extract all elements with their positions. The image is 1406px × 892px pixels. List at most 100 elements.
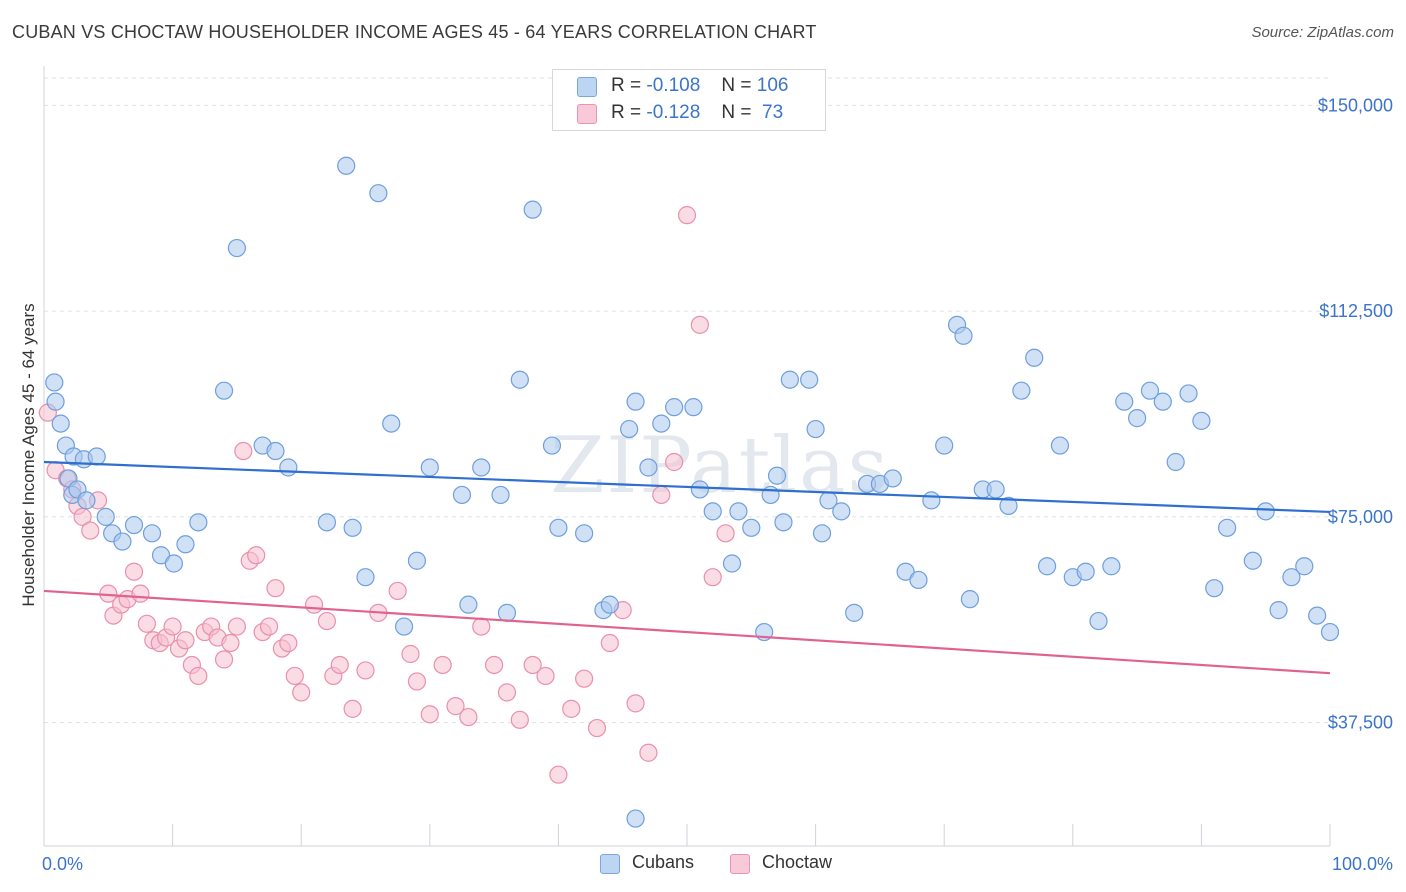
- choctaw-point: [536, 666, 555, 686]
- choctaw-point: [292, 683, 311, 702]
- cuban-point: [142, 524, 162, 543]
- cuban-point: [1269, 601, 1288, 620]
- cuban-point: [1243, 551, 1262, 570]
- cuban-point: [1295, 557, 1314, 576]
- cuban-point: [452, 485, 472, 505]
- choctaw-point: [221, 633, 240, 653]
- choctaw-point: [485, 655, 504, 675]
- legend-row-choctaw: R = -0.128 N = 73: [577, 102, 783, 126]
- choctaw-swatch: [730, 854, 750, 874]
- cuban-point: [523, 200, 542, 219]
- cuban-point: [729, 502, 748, 521]
- cuban-point: [394, 617, 414, 636]
- source-label: Source: ZipAtlas.com: [1251, 24, 1394, 41]
- cuban-point: [1089, 611, 1108, 631]
- cuban-point: [317, 513, 337, 532]
- cuban-point: [1050, 436, 1070, 455]
- cuban-point: [1218, 518, 1237, 537]
- y-tick-label: $37,500: [1328, 713, 1393, 733]
- cuban-point: [343, 518, 362, 537]
- cuban-point: [1192, 411, 1211, 430]
- cuban-point: [999, 496, 1018, 515]
- watermark: ZIPatlas: [550, 421, 889, 511]
- cuban-point: [690, 480, 709, 499]
- choctaw-point: [626, 694, 645, 713]
- cuban-point: [459, 595, 478, 614]
- choctaw-point: [459, 707, 478, 727]
- choctaw-point: [562, 699, 581, 718]
- cuban-point: [845, 603, 864, 622]
- cuban-point: [189, 513, 208, 532]
- cuban-point: [549, 518, 568, 537]
- trend-lines: [43, 460, 1331, 675]
- cuban-point: [1012, 381, 1031, 400]
- cuban-point: [1320, 622, 1340, 642]
- axis-labels: $37,500 $75,000 $112,500 $150,000 0.0% 100.0%…: [19, 95, 1393, 874]
- choctaw-point: [137, 614, 156, 633]
- cuban-point: [1025, 348, 1044, 367]
- cuban-point: [1115, 392, 1134, 411]
- legend-r-value: -0.128: [646, 102, 701, 123]
- choctaw-point: [259, 617, 279, 636]
- cuban-point: [1153, 392, 1172, 411]
- cuban-point: [1076, 562, 1095, 581]
- cuban-point: [279, 458, 298, 477]
- choctaw-point: [677, 206, 697, 225]
- cuban-point: [491, 485, 510, 505]
- legend-n-label: N =: [721, 75, 752, 96]
- choctaw-point: [356, 661, 375, 680]
- y-tick-label: $75,000: [1328, 507, 1393, 527]
- choctaw-point: [285, 666, 304, 686]
- cuban-point: [626, 392, 645, 411]
- cuban-point: [1166, 452, 1185, 472]
- cubans-label: Cubans: [632, 852, 695, 872]
- cuban-point: [954, 326, 973, 345]
- cuban-point: [832, 502, 851, 521]
- cuban-point: [227, 238, 246, 258]
- choctaw-point: [433, 655, 452, 675]
- choctaw-trend-line: [43, 589, 1331, 675]
- choctaw-point: [446, 697, 465, 716]
- choctaw-point: [176, 631, 195, 650]
- cuban-point: [722, 554, 742, 573]
- cuban-point: [46, 392, 65, 411]
- choctaw-label: Choctaw: [762, 852, 833, 872]
- cuban-point: [124, 515, 144, 535]
- cuban-point: [600, 595, 619, 614]
- cuban-point: [986, 480, 1005, 499]
- cuban-point: [96, 507, 115, 526]
- cuban-point: [87, 447, 106, 466]
- x-tick-label: 100.0%: [1332, 854, 1393, 874]
- choctaw-point: [163, 617, 182, 636]
- choctaw-point: [234, 441, 253, 461]
- cuban-point: [774, 513, 793, 532]
- cuban-point: [1308, 606, 1327, 625]
- choctaw-point: [266, 579, 285, 598]
- choctaw-point: [587, 718, 607, 738]
- cubans-swatch: [600, 854, 620, 874]
- cuban-point: [472, 458, 491, 477]
- choctaw-point: [247, 546, 266, 565]
- cuban-point: [883, 469, 902, 488]
- cuban-point: [369, 184, 388, 203]
- cuban-point: [1282, 568, 1301, 587]
- cuban-point: [780, 370, 799, 389]
- choctaw-point: [330, 655, 349, 675]
- legend-r-value: -0.108: [646, 75, 701, 96]
- cuban-point: [1140, 381, 1160, 400]
- cuban-point: [176, 535, 195, 554]
- choctaw-point: [189, 666, 208, 686]
- legend-n-value: 73: [756, 102, 784, 123]
- legend-n-value: 106: [756, 75, 789, 96]
- cuban-point: [1127, 409, 1147, 428]
- cuban-point: [1102, 557, 1121, 576]
- choctaw-point: [401, 644, 420, 664]
- cuban-point: [407, 551, 427, 570]
- choctaw-point: [639, 743, 658, 762]
- cuban-point: [909, 570, 928, 590]
- cuban-point: [800, 370, 819, 389]
- cuban-points: [45, 156, 1340, 828]
- x-tick-label: 0.0%: [42, 854, 83, 874]
- cuban-point: [620, 419, 639, 439]
